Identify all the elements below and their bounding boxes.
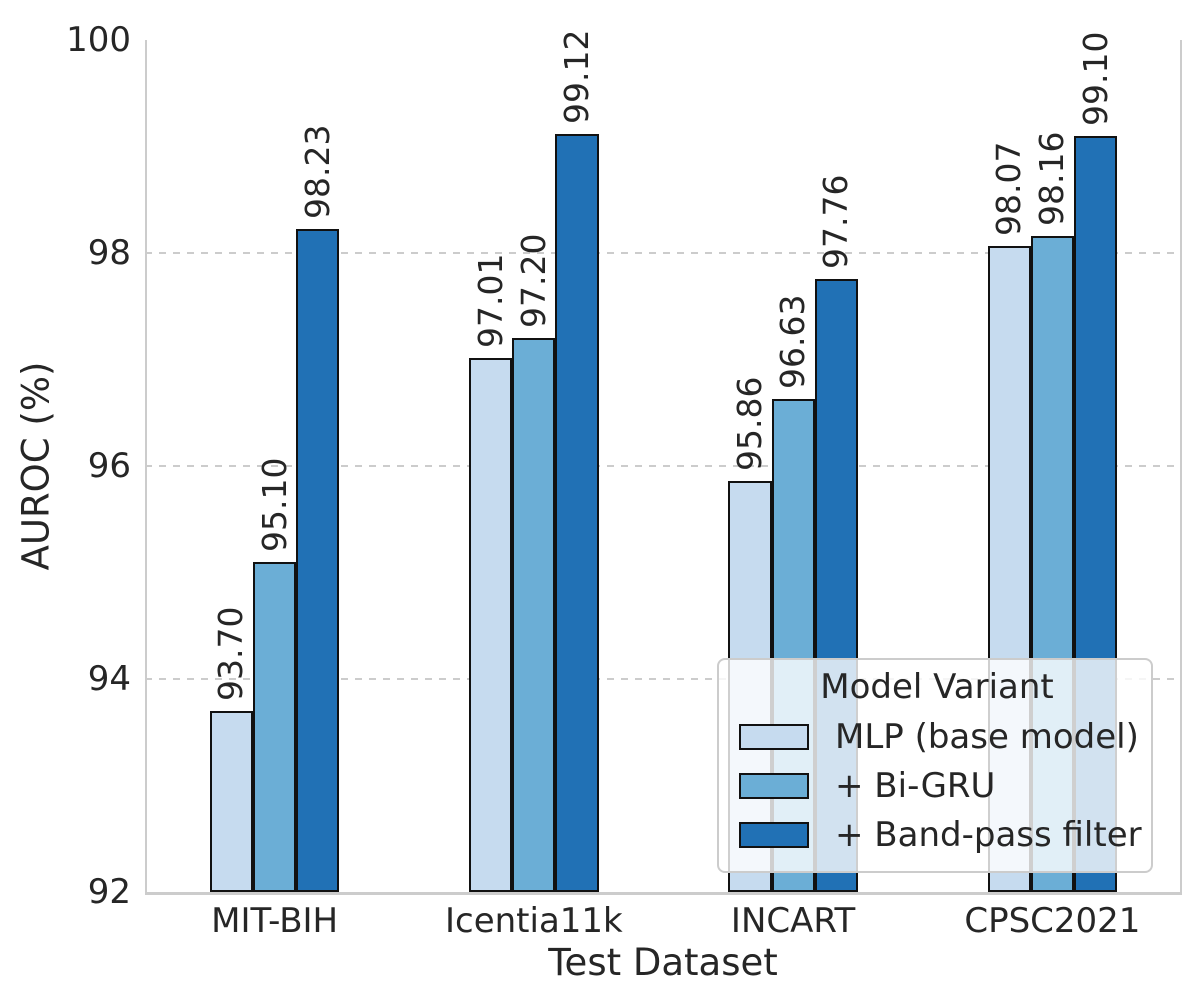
y-tick-label-92: 92 bbox=[87, 872, 131, 912]
legend-title: Model Variant bbox=[820, 667, 1054, 707]
bar-mit-bih-mlp-base-model bbox=[209, 710, 253, 892]
x-axis-spine bbox=[145, 892, 1182, 895]
y-axis-spine-left bbox=[145, 40, 147, 895]
bar-value-label-incart-band-pass-filter: 97.76 bbox=[816, 174, 856, 269]
bar-value-label-icentia11k-bi-gru: 97.20 bbox=[513, 233, 553, 329]
y-axis-label: AUROC (%) bbox=[14, 361, 58, 571]
x-tick-label-cpsc2021: CPSC2021 bbox=[964, 901, 1141, 941]
bar-value-label-incart-mlp-base-model: 95.86 bbox=[729, 376, 769, 471]
x-tick-label-icentia11k: Icentia11k bbox=[444, 901, 623, 941]
legend-swatch-band-pass-filter bbox=[739, 821, 809, 848]
x-tick-label-incart: INCART bbox=[730, 901, 856, 941]
legend-label-band-pass-filter: + Band-pass filter bbox=[835, 814, 1142, 855]
bar-value-label-incart-bi-gru: 96.63 bbox=[772, 294, 812, 389]
legend-swatch-mlp-base-model bbox=[739, 723, 809, 750]
bar-value-label-icentia11k-band-pass-filter: 99.12 bbox=[556, 29, 596, 124]
legend-swatch-bi-gru bbox=[739, 772, 809, 799]
legend-item-mlp-base-model: MLP (base model) bbox=[739, 712, 1139, 761]
gridline-y-98 bbox=[145, 252, 1182, 254]
bar-value-label-mit-bih-band-pass-filter: 98.23 bbox=[297, 124, 337, 219]
legend-label-mlp-base-model: MLP (base model) bbox=[835, 716, 1139, 757]
bar-value-label-cpsc2021-mlp-base-model: 98.07 bbox=[989, 141, 1029, 236]
x-tick-label-mit-bih: MIT-BIH bbox=[211, 901, 339, 941]
legend: Model Variant MLP (base model) + Bi-GRU + … bbox=[717, 658, 1153, 873]
bar-value-label-mit-bih-mlp-base-model: 93.70 bbox=[211, 606, 251, 701]
y-tick-label-98: 98 bbox=[87, 233, 131, 273]
bar-value-label-mit-bih-bi-gru: 95.10 bbox=[254, 457, 294, 552]
gridline-y-94 bbox=[145, 678, 1182, 680]
y-axis-spine-right bbox=[1180, 40, 1182, 895]
bar-icentia11k-mlp-base-model bbox=[469, 358, 513, 892]
bar-value-label-cpsc2021-bi-gru: 98.16 bbox=[1032, 131, 1072, 226]
bar-mit-bih-bi-gru bbox=[253, 561, 297, 892]
bar-value-label-cpsc2021-band-pass-filter: 99.10 bbox=[1075, 31, 1115, 126]
bar-mit-bih-band-pass-filter bbox=[296, 228, 340, 892]
x-axis-label: Test Dataset bbox=[548, 941, 778, 984]
legend-item-bi-gru: + Bi-GRU bbox=[739, 761, 1135, 810]
bar-value-label-icentia11k-mlp-base-model: 97.01 bbox=[470, 253, 510, 349]
bar-icentia11k-band-pass-filter bbox=[555, 133, 599, 892]
legend-item-band-pass-filter: + Band-pass filter bbox=[739, 810, 1142, 859]
y-tick-label-96: 96 bbox=[87, 446, 131, 486]
legend-label-bi-gru: + Bi-GRU bbox=[835, 765, 996, 806]
bar-icentia11k-bi-gru bbox=[512, 338, 556, 892]
y-tick-label-94: 94 bbox=[87, 659, 131, 699]
gridline-y-96 bbox=[145, 465, 1182, 467]
y-tick-label-100: 100 bbox=[66, 20, 131, 60]
legend-items: MLP (base model) + Bi-GRU + Band-pass filt… bbox=[739, 712, 1142, 859]
